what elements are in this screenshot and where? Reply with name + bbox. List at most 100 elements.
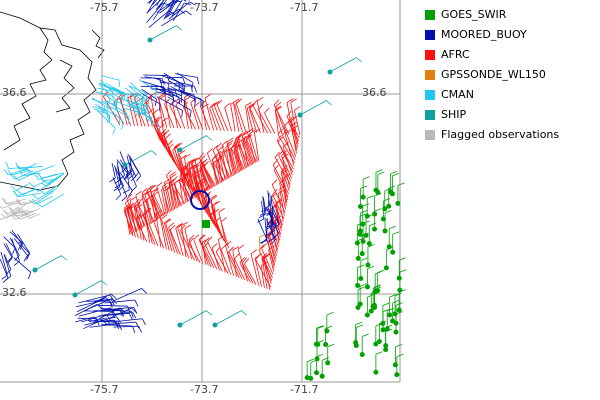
barb-flag xyxy=(158,123,165,130)
wind-barb xyxy=(31,165,55,175)
barb-flag xyxy=(161,132,167,139)
station-dot xyxy=(364,312,370,318)
barb-flag xyxy=(138,213,146,219)
wind-barb xyxy=(226,144,234,176)
wind-barb xyxy=(18,165,43,170)
barb-flag xyxy=(142,191,149,196)
barb-flag xyxy=(258,214,266,219)
wind-barb xyxy=(216,147,231,178)
barb-flag xyxy=(9,174,16,180)
station-dot xyxy=(372,226,378,232)
station-dot xyxy=(380,216,386,222)
wind-barb xyxy=(149,190,163,217)
wind-barb xyxy=(137,203,149,225)
barb-flag xyxy=(395,343,403,348)
barb-flag xyxy=(159,130,165,137)
wind-barb xyxy=(261,200,265,220)
wind-barb xyxy=(166,188,173,212)
wind-barb xyxy=(163,182,171,212)
barb-flag xyxy=(5,269,12,275)
barb-flag xyxy=(202,103,209,108)
barb-flag xyxy=(7,257,13,264)
wind-barb xyxy=(232,249,237,277)
wind-barb xyxy=(273,104,290,135)
barb-flag xyxy=(193,85,198,93)
barb-flag xyxy=(17,190,23,196)
wind-barb xyxy=(168,80,183,89)
wind-barb xyxy=(234,104,243,132)
barb-flag xyxy=(168,222,175,228)
barb-flag xyxy=(237,132,244,138)
wind-barb xyxy=(97,105,121,119)
station-dot xyxy=(372,211,378,217)
barb-flag xyxy=(389,294,397,298)
wind-barb xyxy=(224,107,232,132)
barb-flag xyxy=(119,307,126,313)
barb-flag xyxy=(365,214,373,218)
barb-flag xyxy=(390,170,398,175)
wind-barb xyxy=(106,104,130,118)
station-dot xyxy=(360,221,366,227)
legend-label: GOES_SWIR xyxy=(441,8,507,21)
wind-barb xyxy=(1,200,21,209)
wind-barb xyxy=(184,228,192,260)
wind-barb xyxy=(74,316,95,323)
barb-flag xyxy=(284,129,291,135)
wind-barb xyxy=(175,227,184,257)
barb-flag xyxy=(132,311,137,319)
barb-flag xyxy=(373,285,380,289)
wind-barb xyxy=(262,196,266,215)
barb-flag xyxy=(106,115,110,123)
barb-flag xyxy=(273,223,280,229)
wind-barb xyxy=(106,105,125,124)
barb-flag xyxy=(181,221,188,227)
barb-flag xyxy=(128,313,133,320)
station-dot xyxy=(354,240,360,246)
wind-barb xyxy=(169,182,176,210)
wind-barb xyxy=(96,109,116,129)
wind-barb xyxy=(250,253,260,286)
barb-flag xyxy=(143,96,145,104)
wind-barb xyxy=(29,213,41,219)
barb-flag xyxy=(377,269,385,273)
station-dot xyxy=(370,303,376,309)
barb-flag xyxy=(200,179,207,185)
barb-flag xyxy=(377,171,385,175)
wind-barb xyxy=(8,206,20,215)
legend-label: MOORED_BUOY xyxy=(441,28,527,41)
wind-barb xyxy=(230,148,244,170)
wind-barb xyxy=(74,280,102,296)
wind-barb xyxy=(17,192,42,198)
barb-flag xyxy=(174,90,178,97)
wind-barb xyxy=(206,152,220,184)
barb-flag xyxy=(273,232,279,239)
barb-flag xyxy=(399,269,407,273)
wind-barb xyxy=(167,96,192,111)
barb-flag xyxy=(317,325,325,329)
barb-flag xyxy=(220,244,227,250)
barb-flag xyxy=(270,204,277,210)
barb-flag xyxy=(114,183,122,189)
station-dot xyxy=(382,206,388,212)
barb-flag xyxy=(121,167,127,173)
barb-flag xyxy=(204,185,211,190)
barb-flag xyxy=(219,149,226,155)
barb-flag xyxy=(188,234,195,241)
barb-flag xyxy=(118,79,121,87)
wind-barb xyxy=(165,223,176,253)
wind-barb xyxy=(3,236,16,249)
barb-flag xyxy=(266,238,274,243)
wind-barb xyxy=(230,104,236,132)
station-dot xyxy=(368,308,374,314)
wind-barb xyxy=(190,102,200,130)
wind-barb xyxy=(281,155,292,179)
wind-barb xyxy=(234,148,245,170)
legend-swatch xyxy=(425,90,435,100)
barb-flag xyxy=(281,164,288,170)
barb-flag xyxy=(281,150,287,157)
wind-barb xyxy=(126,208,135,233)
wind-barb xyxy=(274,109,279,134)
barb-flag xyxy=(166,170,172,177)
